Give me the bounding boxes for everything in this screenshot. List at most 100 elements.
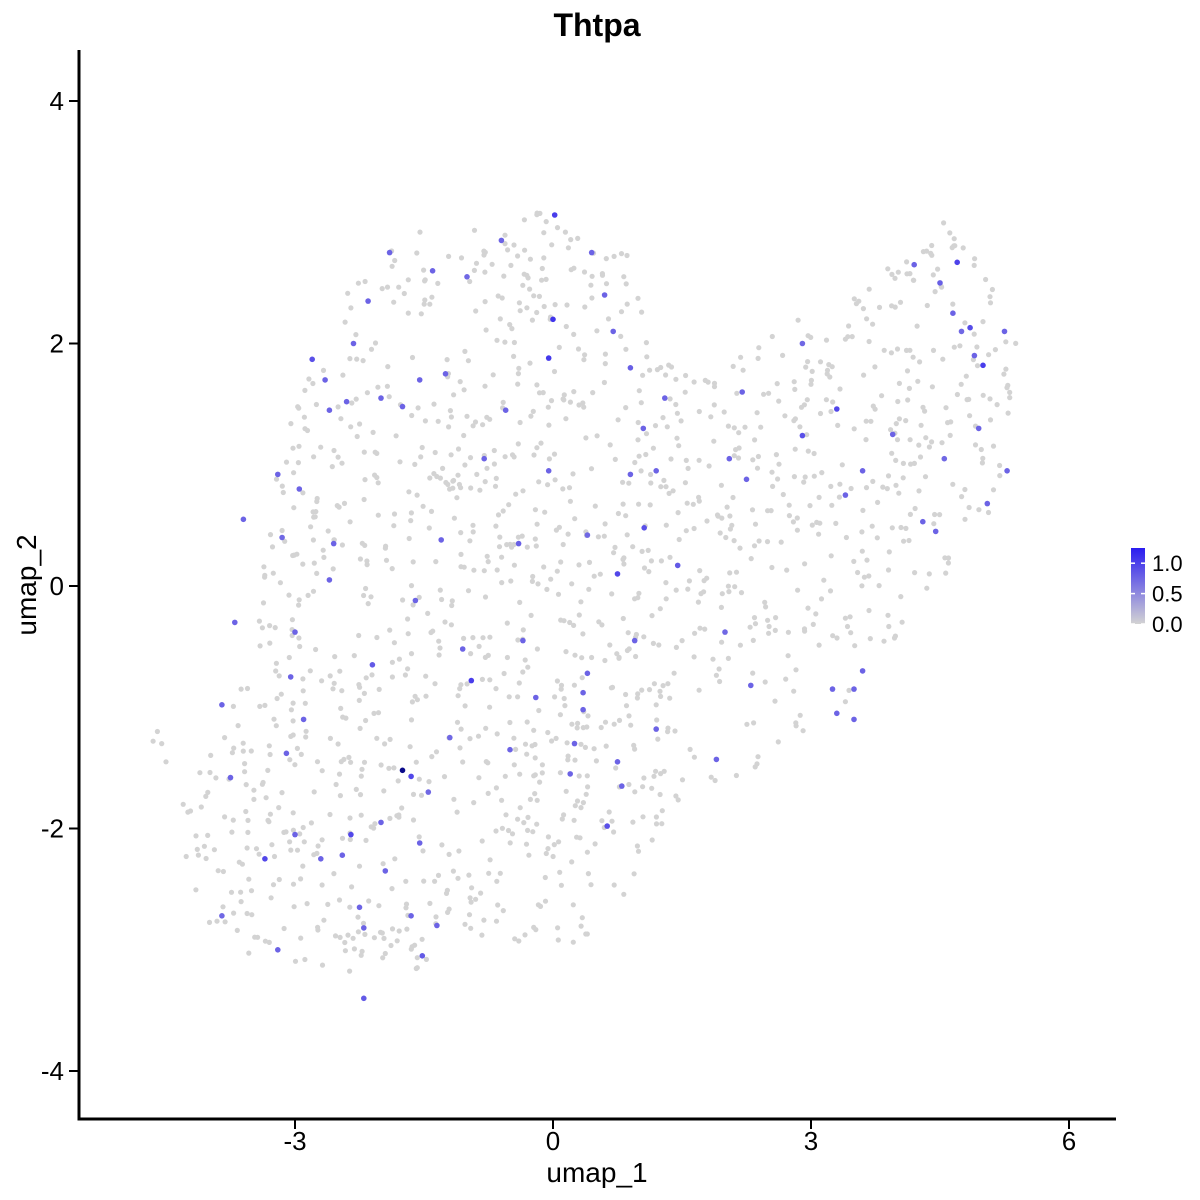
cell-point: [421, 301, 427, 307]
cell-point: [455, 693, 461, 699]
cell-point: [502, 454, 508, 460]
cell-point: [828, 553, 834, 559]
cell-point: [267, 811, 273, 817]
expressing-cell-point: [232, 619, 238, 626]
cell-point: [418, 454, 424, 460]
cell-point: [623, 513, 629, 519]
cell-point: [653, 814, 660, 820]
cell-point: [302, 956, 308, 963]
cell-point: [881, 347, 887, 353]
cell-point: [651, 681, 658, 687]
cell-point: [502, 339, 508, 345]
cell-point: [916, 442, 922, 448]
cell-point: [534, 521, 540, 527]
cell-point: [986, 352, 992, 358]
cell-point: [696, 687, 702, 693]
cell-point: [517, 419, 523, 426]
cell-point: [387, 815, 393, 822]
cell-point: [364, 390, 370, 396]
cell-point: [442, 619, 448, 625]
expressing-cell-point: [662, 395, 668, 401]
cell-point: [555, 591, 562, 597]
cell-point: [296, 602, 302, 608]
cell-point: [603, 281, 610, 287]
cell-point: [467, 278, 473, 285]
cell-point: [731, 425, 737, 431]
cell-point: [300, 561, 306, 567]
cell-point: [386, 765, 392, 771]
cell-point: [356, 632, 362, 639]
cell-point: [736, 430, 742, 436]
cell-point: [661, 768, 667, 774]
cell-point: [951, 236, 957, 242]
cell-point: [479, 676, 485, 683]
cell-point: [780, 352, 786, 358]
cell-point: [432, 449, 438, 456]
cell-point: [589, 273, 595, 279]
cell-point: [480, 635, 486, 641]
cell-point: [906, 385, 913, 391]
cell-point: [673, 587, 679, 593]
cell-point: [683, 528, 689, 534]
cell-point: [612, 456, 618, 462]
cell-point: [502, 232, 508, 238]
cell-point: [584, 724, 590, 730]
cell-point: [558, 882, 565, 888]
cell-point: [751, 615, 758, 621]
cell-point: [572, 803, 578, 809]
cell-point: [673, 401, 679, 408]
cell-point: [851, 296, 857, 302]
cell-point: [290, 827, 296, 833]
x-axis-label: umap_1: [546, 1157, 647, 1188]
cell-point: [522, 657, 528, 663]
cell-point: [413, 759, 419, 765]
cell-point: [917, 359, 923, 365]
cell-point: [426, 525, 432, 531]
cell-point: [360, 920, 367, 926]
expressing-cell-point: [610, 328, 616, 335]
cell-point: [529, 578, 536, 585]
cell-point: [646, 687, 653, 693]
cell-point: [863, 418, 869, 424]
cell-point: [594, 433, 600, 439]
cell-point: [539, 770, 545, 776]
cell-point: [364, 558, 370, 564]
cell-point: [471, 267, 477, 273]
cell-point: [641, 634, 647, 640]
cell-point: [737, 642, 744, 648]
cell-point: [337, 934, 343, 941]
cell-point: [273, 723, 279, 729]
cell-point: [691, 379, 697, 385]
cell-point: [621, 274, 627, 280]
cell-point: [780, 491, 786, 498]
cell-point: [990, 487, 997, 493]
cell-point: [684, 500, 690, 506]
cell-point: [545, 482, 551, 488]
cell-point: [588, 282, 594, 288]
cell-point: [802, 561, 808, 567]
cell-point: [446, 851, 452, 858]
cell-point: [618, 251, 625, 257]
cell-point: [611, 253, 617, 259]
cell-point: [716, 666, 722, 672]
expressing-cell-point: [1004, 468, 1010, 474]
cell-point: [818, 596, 825, 602]
cell-point: [866, 573, 872, 579]
cell-point: [194, 846, 200, 853]
cell-point: [457, 745, 463, 751]
cell-point: [427, 301, 433, 307]
cell-point: [563, 788, 569, 794]
cell-point: [487, 857, 493, 863]
cell-point: [727, 513, 733, 519]
cell-point: [433, 559, 439, 565]
cell-point: [971, 331, 977, 337]
cell-point: [539, 277, 545, 283]
cell-point: [448, 414, 454, 420]
cell-point: [527, 360, 533, 366]
cell-point: [623, 703, 630, 709]
cell-point: [384, 383, 390, 389]
cell-point: [361, 592, 367, 599]
cell-point: [562, 229, 569, 235]
cell-point: [554, 678, 561, 684]
cell-point: [437, 645, 443, 651]
